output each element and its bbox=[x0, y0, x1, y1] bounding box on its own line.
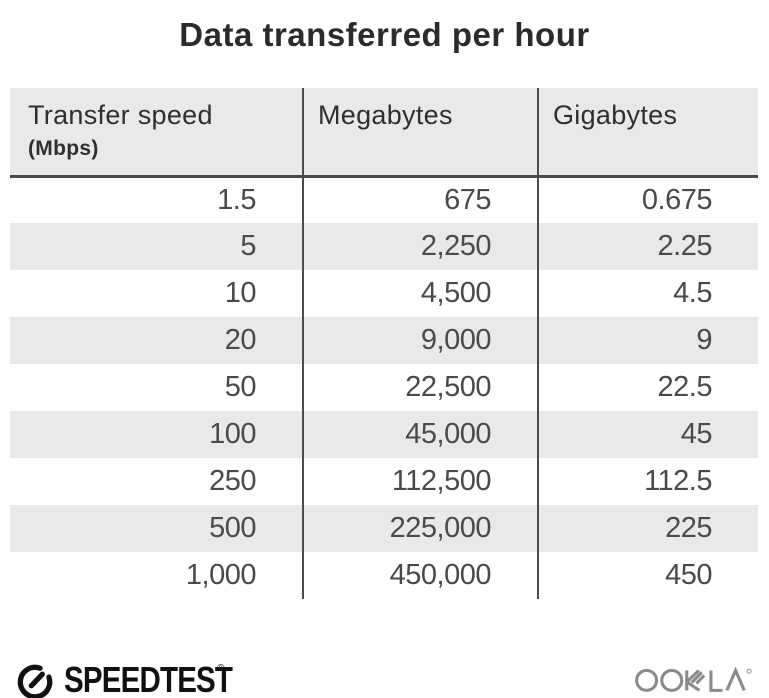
speedtest-wordmark: SPEEDTEST bbox=[64, 659, 233, 698]
table-body: 1.5 675 0.675 5 2,250 2.25 10 4,500 4.5 … bbox=[10, 176, 758, 599]
cell-transfer-speed: 10 bbox=[10, 270, 304, 317]
cell-megabytes: 112,500 bbox=[303, 458, 539, 505]
table-row: 1,000 450,000 450 bbox=[10, 552, 758, 599]
column-header-megabytes: Megabytes bbox=[303, 88, 539, 178]
table-row: 20 9,000 9 bbox=[10, 317, 758, 364]
cell-megabytes: 450,000 bbox=[303, 552, 539, 599]
cell-megabytes: 225,000 bbox=[303, 505, 539, 552]
cell-gigabytes: 2.25 bbox=[538, 223, 758, 270]
cell-gigabytes: 4.5 bbox=[673, 277, 712, 309]
cell-gigabytes: 450 bbox=[665, 559, 712, 591]
cell-transfer-speed: 500 bbox=[10, 505, 304, 552]
cell-transfer-speed: 5 bbox=[10, 223, 304, 270]
table-row: 250 112,500 112.5 bbox=[10, 458, 758, 505]
cell-gigabytes: 225 bbox=[538, 505, 758, 552]
cell-transfer-speed: 1,000 bbox=[10, 552, 304, 599]
speedtest-gauge-icon bbox=[17, 664, 53, 698]
table-row: 100 45,000 45 bbox=[10, 411, 758, 458]
cell-megabytes: 675 bbox=[303, 176, 539, 223]
table-row: 500 225,000 225 bbox=[10, 505, 758, 552]
cell-megabytes: 45,000 bbox=[303, 411, 539, 458]
column-header-label: Megabytes bbox=[318, 100, 453, 130]
table-row: 50 22,500 22.5 bbox=[10, 364, 758, 411]
cell-megabytes: 22,500 bbox=[303, 364, 539, 411]
header-row: Transfer speed (Mbps) Megabytes Gigabyte… bbox=[10, 88, 758, 178]
cell-transfer-speed: 1.5 bbox=[10, 176, 304, 223]
footer: SPEEDTEST ® bbox=[14, 656, 753, 698]
cell-gigabytes: 22.5 bbox=[657, 371, 713, 403]
table-row: 1.5 675 0.675 bbox=[10, 176, 758, 223]
cell-transfer-speed: 250 bbox=[10, 458, 304, 505]
cell-transfer-speed: 50 bbox=[10, 364, 304, 411]
column-header-transfer-speed: Transfer speed (Mbps) bbox=[10, 88, 304, 178]
cell-megabytes: 9,000 bbox=[303, 317, 539, 364]
cell-gigabytes: 9 bbox=[538, 317, 758, 364]
cell-transfer-speed: 100 bbox=[10, 411, 304, 458]
ookla-wordmark-icon bbox=[635, 666, 752, 692]
cell-gigabytes: 45 bbox=[538, 411, 758, 458]
page-title: Data transferred per hour bbox=[179, 16, 590, 53]
cell-megabytes: 4,500 bbox=[303, 270, 539, 317]
table-row: 5 2,250 2.25 bbox=[10, 223, 758, 270]
column-header-label: Transfer speed bbox=[28, 100, 213, 130]
column-header-gigabytes: Gigabytes bbox=[538, 88, 758, 178]
table-header: Transfer speed (Mbps) Megabytes Gigabyte… bbox=[10, 88, 758, 178]
column-header-sublabel: (Mbps) bbox=[28, 137, 99, 160]
registered-trademark-icon: ® bbox=[217, 663, 225, 674]
cell-gigabytes: 112.5 bbox=[644, 465, 712, 497]
data-table: Transfer speed (Mbps) Megabytes Gigabyte… bbox=[10, 88, 758, 599]
cell-megabytes: 2,250 bbox=[303, 223, 539, 270]
cell-gigabytes: 0.675 bbox=[641, 183, 713, 216]
table-row: 10 4,500 4.5 bbox=[10, 270, 758, 317]
cell-transfer-speed: 20 bbox=[10, 317, 304, 364]
column-header-label: Gigabytes bbox=[553, 100, 678, 130]
ookla-logo bbox=[635, 661, 753, 698]
speedtest-logo: SPEEDTEST ® bbox=[14, 659, 233, 698]
